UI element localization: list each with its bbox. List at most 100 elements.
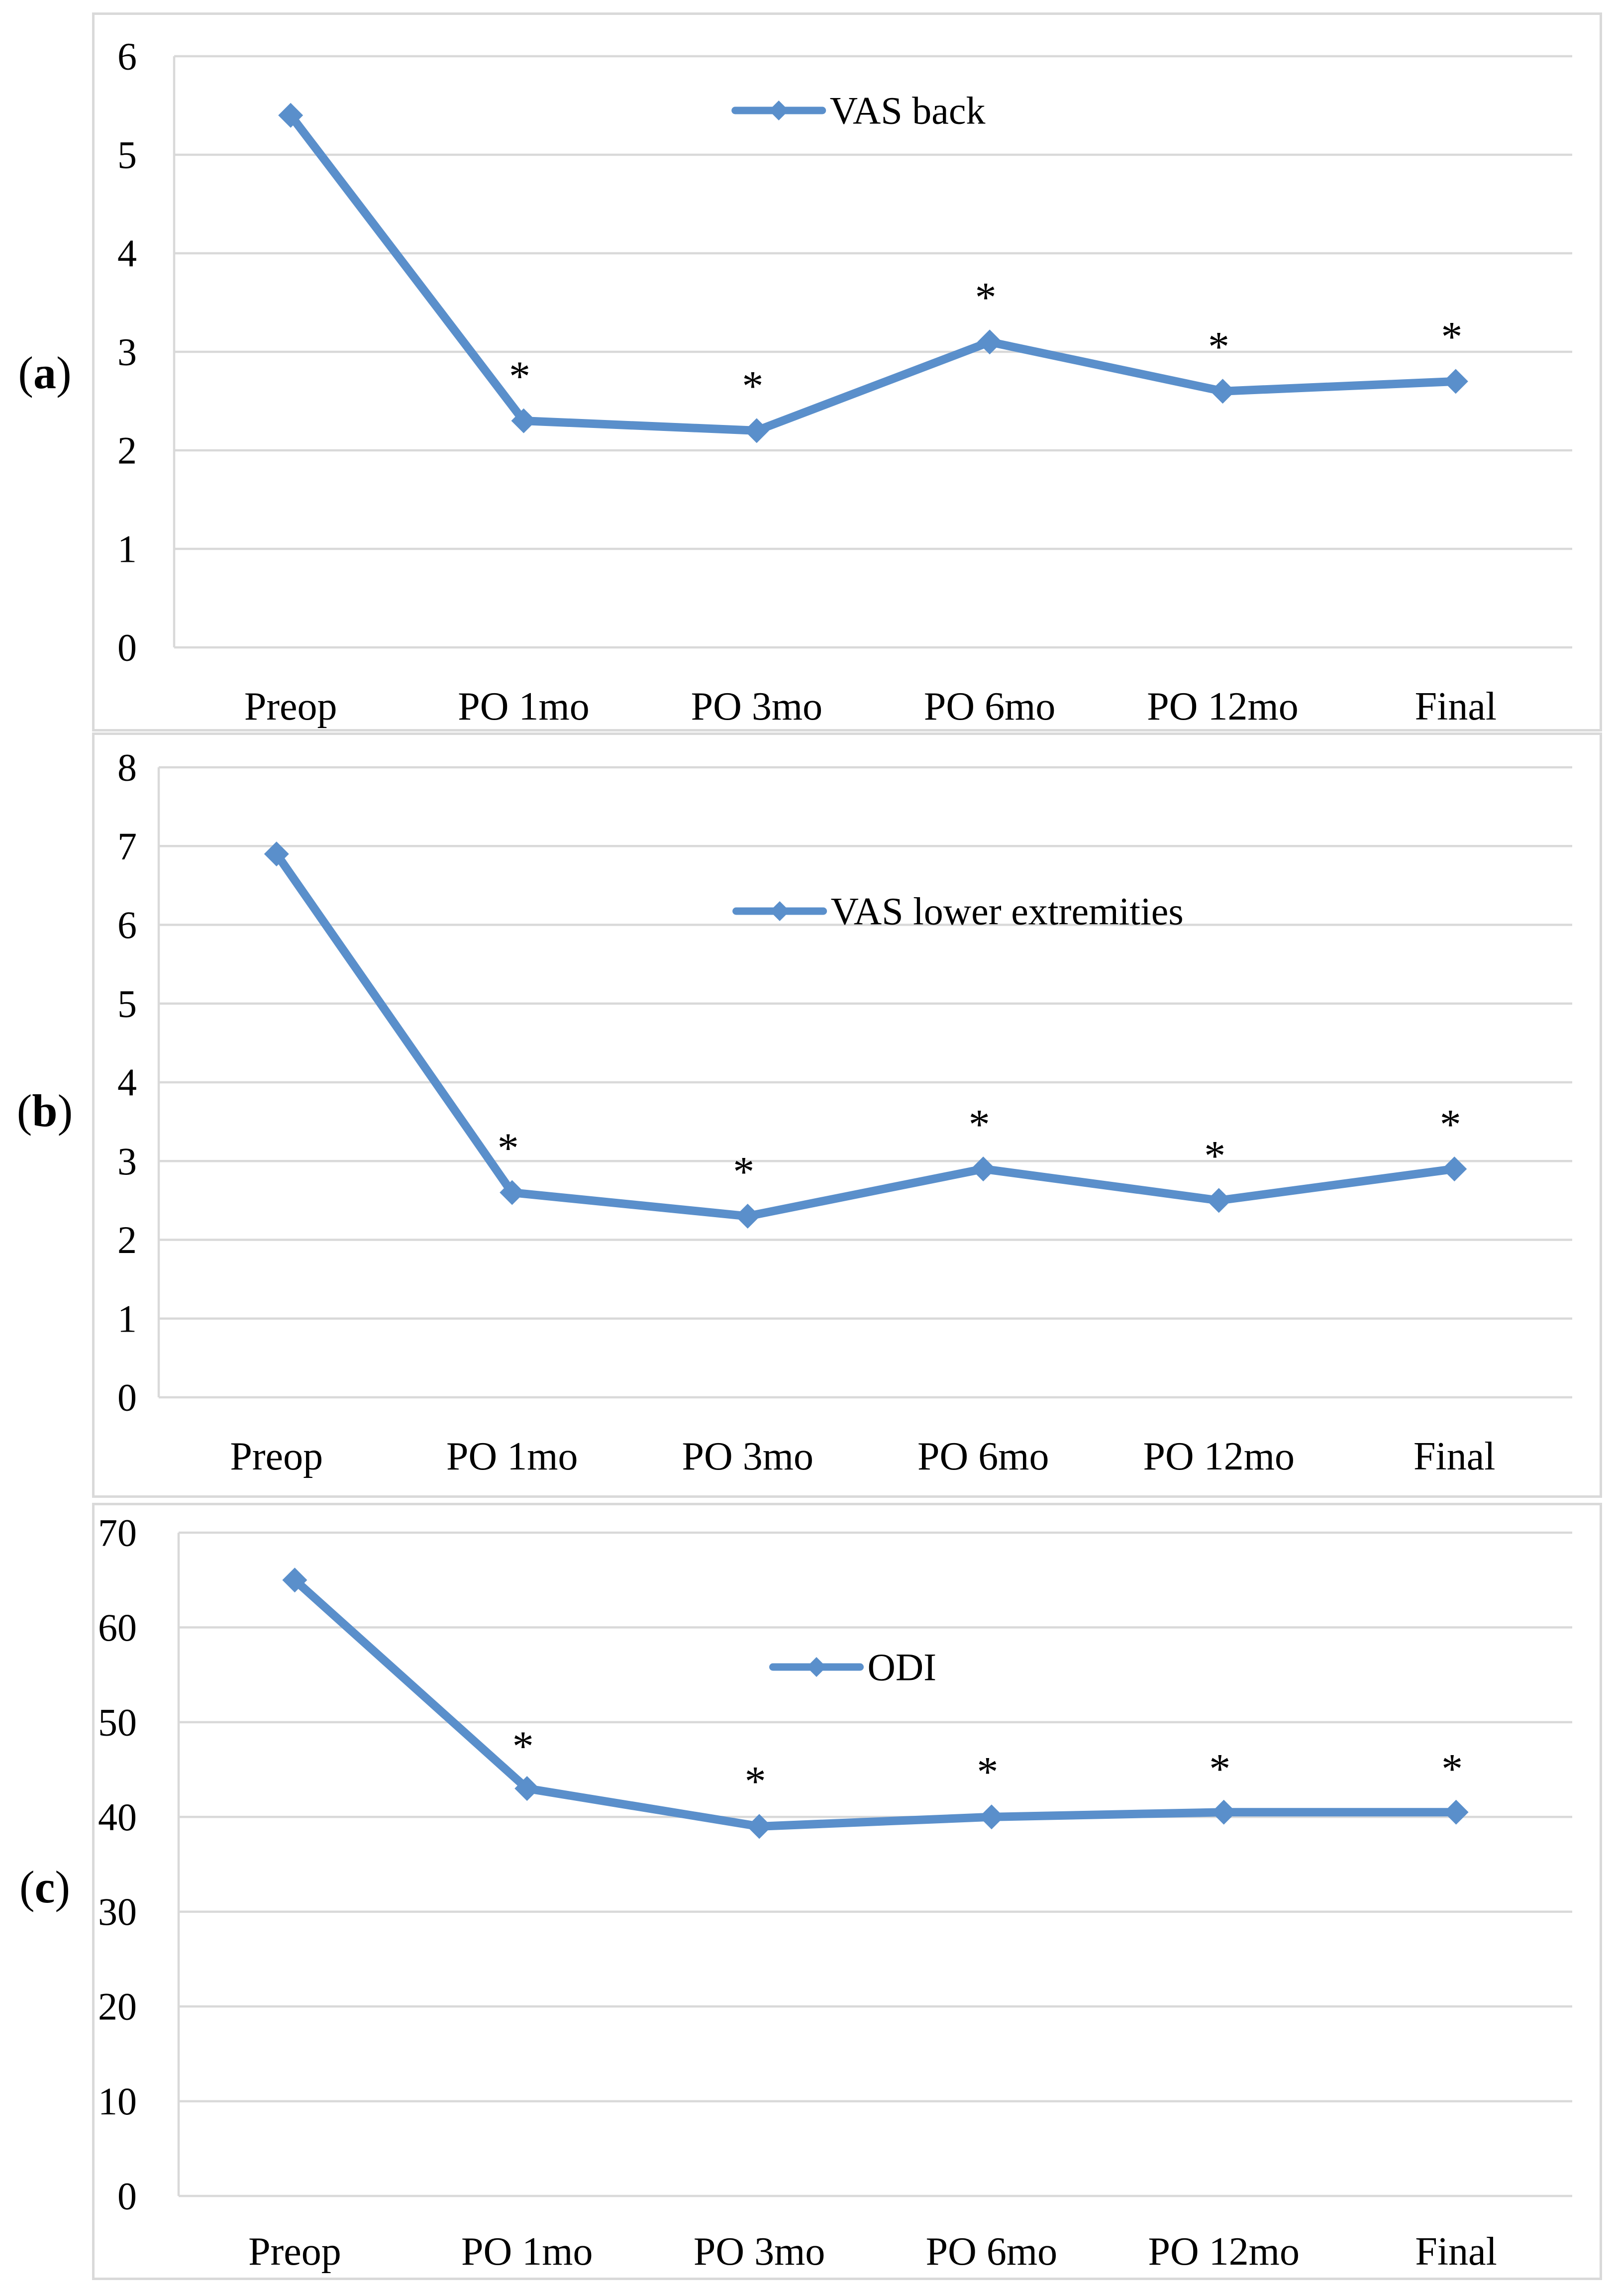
y-axis-tick-label: 10: [98, 2080, 137, 2123]
y-axis-tick-label: 70: [98, 1511, 137, 1555]
x-axis-category-label: Preop: [230, 1435, 323, 1478]
data-point-marker: [1442, 1156, 1467, 1182]
significance-asterisk: *: [975, 273, 997, 321]
data-point-marker: [1211, 1799, 1236, 1825]
panel-label-b-paren-open: (: [16, 1085, 32, 1136]
y-axis-tick-label: 8: [117, 746, 137, 789]
panel-label-a-paren-open: (: [18, 347, 33, 398]
panel-label-c-paren-close: ): [55, 1862, 71, 1912]
x-axis-category-label: PO 6mo: [924, 685, 1056, 729]
data-point-marker: [979, 1804, 1004, 1830]
y-axis-tick-label: 50: [98, 1700, 137, 1744]
y-axis-tick-label: 4: [117, 232, 137, 275]
significance-asterisk: *: [509, 352, 530, 400]
panel-label-a-paren-close: ): [56, 347, 72, 398]
significance-asterisk: *: [745, 1757, 766, 1805]
significance-asterisk: *: [969, 1100, 990, 1148]
legend-marker: [770, 901, 790, 921]
data-point-marker: [977, 329, 1003, 355]
series-line: [290, 1575, 1461, 1831]
y-axis-tick-label: 60: [98, 1606, 137, 1649]
legend: VAS lower extremities: [732, 890, 1184, 933]
data-point-marker: [264, 841, 289, 867]
significance-asterisk: *: [742, 362, 763, 410]
data-point-marker: [1206, 1188, 1231, 1213]
chart-c: 0 10 20 30 40 50 60 70 Preop PO 1mo PO 3mo PO 6mo PO…: [98, 1511, 1572, 2274]
legend: ODI: [769, 1646, 937, 1689]
y-axis-tick-label: 5: [117, 133, 137, 177]
x-axis-category-label: Preop: [244, 685, 337, 729]
legend-label: VAS back: [830, 89, 986, 132]
panel-label-a: (a): [2, 346, 87, 399]
significance-asterisk: *: [1441, 1745, 1463, 1793]
x-axis-category-label: PO 1mo: [446, 1435, 578, 1478]
significance-asterisk: *: [733, 1148, 754, 1195]
data-point-marker: [1210, 379, 1235, 404]
x-axis-category-label: PO 3mo: [694, 2230, 825, 2274]
data-point-marker: [278, 103, 303, 128]
legend-label: VAS lower extremities: [831, 890, 1184, 933]
y-axis-tick-label: 30: [98, 1890, 137, 1933]
series-line: [286, 111, 1460, 435]
panel-label-c: (c): [2, 1861, 87, 1913]
significance-asterisk: *: [1441, 313, 1462, 361]
y-axis-tick-label: 6: [117, 903, 137, 946]
chart-panel-b: 0 1 2 3 4 5 6 7 8 Preop PO 1mo PO 3mo PO 6mo PO 12mo F…: [92, 732, 1602, 1498]
x-axis-category-label: PO 12mo: [1147, 685, 1299, 729]
y-axis-tick-label: 0: [117, 626, 137, 669]
significance-asterisk: *: [977, 1748, 998, 1795]
x-axis-category-label: PO 1mo: [458, 685, 590, 729]
legend-marker: [769, 101, 789, 120]
data-point-marker: [500, 1180, 525, 1205]
legend: VAS back: [731, 89, 986, 132]
data-point-marker: [1443, 369, 1468, 394]
data-point-marker: [735, 1204, 760, 1229]
data-point-marker: [1443, 1799, 1469, 1825]
x-axis-category-label: PO 1mo: [461, 2230, 593, 2274]
y-axis-tick-label: 40: [98, 1795, 137, 1839]
y-axis-tick-label: 0: [117, 1376, 137, 1419]
x-axis-category-label: PO 6mo: [926, 2230, 1058, 2274]
chart-a: 0 1 2 3 4 5 6 Preop PO 1mo PO 3mo PO 6mo PO 12mo Fin…: [117, 35, 1572, 729]
data-point-marker: [514, 1776, 540, 1801]
x-axis-category-label: PO 3mo: [682, 1435, 814, 1478]
y-axis-tick-label: 3: [117, 1140, 137, 1183]
chart-panel-a: 0 1 2 3 4 5 6 Preop PO 1mo PO 3mo PO 6mo PO 12mo Fin…: [92, 12, 1602, 731]
y-axis-tick-label: 1: [117, 1297, 137, 1340]
x-axis-category-label: PO 3mo: [691, 685, 823, 729]
y-axis-tick-label: 0: [117, 2175, 137, 2218]
data-point-marker: [744, 418, 769, 443]
series-line: [272, 849, 1459, 1221]
y-axis-tick-label: 3: [117, 330, 137, 374]
data-point-marker: [747, 1814, 772, 1839]
panel-label-b-paren-close: ): [57, 1085, 73, 1136]
chart-b: 0 1 2 3 4 5 6 7 8 Preop PO 1mo PO 3mo PO 6mo PO 12mo F…: [117, 746, 1572, 1478]
significance-asterisk: *: [1209, 1745, 1230, 1793]
legend-label: ODI: [868, 1646, 937, 1689]
x-axis-category-label: Final: [1413, 1435, 1495, 1478]
significance-asterisk: *: [1208, 322, 1229, 370]
legend-marker: [807, 1657, 827, 1677]
panel-label-c-paren-open: (: [19, 1862, 35, 1912]
x-axis-category-label: Final: [1415, 685, 1497, 729]
y-axis-tick-label: 20: [98, 1985, 137, 2028]
data-point-marker: [971, 1156, 996, 1182]
y-axis-tick-label: 2: [117, 1218, 137, 1261]
y-axis-tick-label: 1: [117, 527, 137, 571]
panel-label-b: (b): [2, 1084, 87, 1137]
y-axis-tick-label: 7: [117, 825, 137, 868]
y-axis-tick-label: 4: [117, 1061, 137, 1104]
significance-asterisk: *: [1440, 1100, 1461, 1148]
significance-asterisk: *: [512, 1722, 534, 1770]
data-point-marker: [511, 408, 536, 433]
panel-label-c-letter: c: [34, 1862, 55, 1912]
x-axis-category-label: PO 12mo: [1143, 1435, 1295, 1478]
panel-label-b-letter: b: [32, 1085, 58, 1136]
x-axis-category-label: Final: [1415, 2230, 1497, 2274]
x-axis-category-label: PO 6mo: [917, 1435, 1049, 1478]
x-axis-category-label: Preop: [248, 2230, 341, 2274]
x-axis-category-label: PO 12mo: [1148, 2230, 1300, 2274]
y-axis-tick-label: 2: [117, 429, 137, 472]
chart-panel-c: 0 10 20 30 40 50 60 70 Preop PO 1mo PO 3mo PO 6mo PO…: [92, 1503, 1602, 2280]
